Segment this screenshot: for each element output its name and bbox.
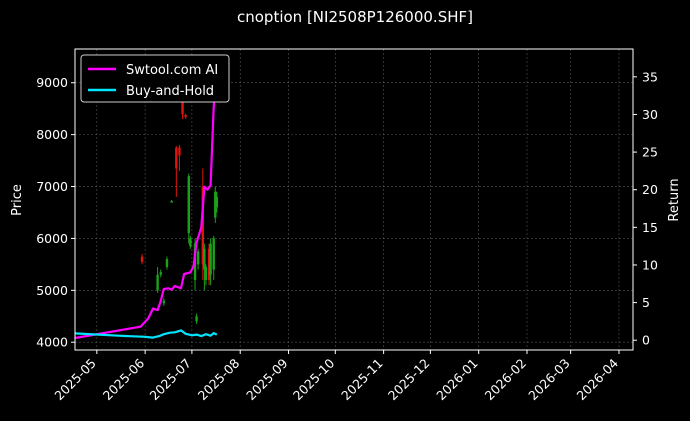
candle-body [175, 147, 178, 169]
candle-body [156, 274, 159, 291]
candle-body [165, 259, 169, 267]
candle-body [170, 201, 173, 203]
y2-tick-label: 15 [642, 220, 658, 235]
legend: Swtool.com AI Buy-and-Hold [80, 54, 230, 103]
candle-body [178, 147, 181, 156]
candle-body [215, 196, 219, 208]
strategy-line [74, 72, 218, 340]
y-tick-label: 4000 [36, 335, 68, 350]
candle-body [212, 238, 215, 270]
candle-body [214, 191, 217, 218]
y2-tick-label: 35 [642, 69, 658, 84]
candle-body [159, 272, 162, 275]
candle-body [184, 114, 187, 117]
y2-tick-label: 10 [642, 257, 658, 272]
y2-tick-label: 30 [642, 107, 658, 122]
series-lines [74, 72, 218, 340]
y-axis-label: Price [10, 184, 25, 216]
y2-tick-label: 0 [642, 333, 650, 348]
candle-body [189, 238, 192, 247]
candle-body [140, 256, 144, 262]
y-axis-ticks: 4000 5000 6000 7000 8000 9000 [36, 75, 75, 350]
candle-body [187, 176, 190, 234]
candle-body [203, 248, 206, 270]
y-tick-label: 8000 [36, 127, 68, 142]
y2-axis-ticks: 0 5 10 15 20 25 30 35 [633, 69, 658, 348]
legend-box [80, 54, 230, 103]
candle-body [181, 100, 184, 114]
y2-tick-label: 20 [642, 182, 658, 197]
plot-frame [74, 48, 634, 351]
candle-body [204, 266, 208, 280]
y2-axis-label: Return [667, 178, 682, 221]
y-tick-label: 9000 [36, 75, 68, 90]
legend-label-buyhold: Buy-and-Hold [126, 84, 214, 99]
y2-tick-label: 25 [642, 145, 658, 160]
candle-body [196, 251, 200, 265]
chart-title: cnoption [NI2508P126000.SHF] [237, 8, 473, 26]
y2-tick-label: 5 [642, 295, 650, 310]
y-tick-label: 5000 [36, 283, 68, 298]
buyhold-line [74, 329, 218, 339]
candle-body [201, 186, 205, 265]
y-tick-label: 6000 [36, 231, 68, 246]
y-tick-label: 7000 [36, 179, 68, 194]
legend-label-strategy: Swtool.com AI [126, 63, 218, 78]
candle-body [195, 316, 198, 322]
candle-body [207, 248, 211, 280]
candle-body [162, 300, 166, 304]
candle-body [209, 243, 212, 275]
